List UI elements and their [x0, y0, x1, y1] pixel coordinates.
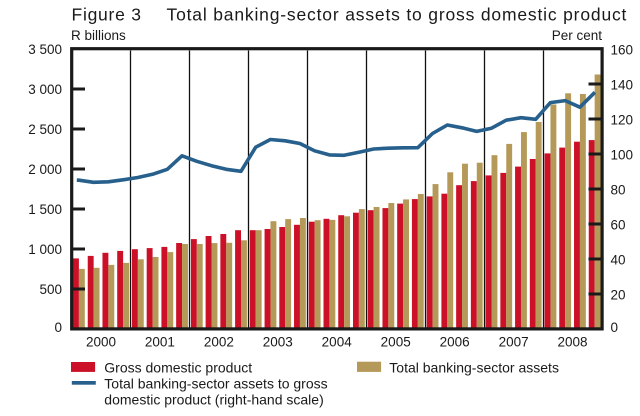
svg-text:80: 80	[611, 183, 626, 198]
svg-text:2008: 2008	[557, 334, 587, 349]
svg-text:Total banking-sector assets to: Total banking-sector assets to gross	[104, 376, 327, 392]
svg-text:2005: 2005	[381, 334, 411, 349]
svg-text:Per cent: Per cent	[552, 28, 603, 43]
svg-text:2 500: 2 500	[28, 122, 62, 137]
svg-text:0: 0	[611, 320, 619, 335]
svg-text:140: 140	[611, 78, 634, 93]
svg-text:1 500: 1 500	[28, 202, 62, 217]
svg-text:Total banking-sector assets: Total banking-sector assets	[389, 359, 559, 375]
svg-text:2003: 2003	[263, 334, 293, 349]
svg-text:2006: 2006	[440, 334, 470, 349]
svg-text:2002: 2002	[204, 334, 234, 349]
svg-text:0: 0	[54, 320, 62, 335]
svg-text:3 000: 3 000	[28, 82, 62, 97]
svg-text:2004: 2004	[322, 334, 353, 349]
svg-text:100: 100	[611, 148, 634, 163]
svg-text:1 000: 1 000	[28, 242, 62, 257]
svg-text:2007: 2007	[499, 334, 529, 349]
svg-text:Figure 3: Figure 3	[72, 5, 142, 25]
svg-text:R billions: R billions	[71, 28, 126, 43]
svg-text:40: 40	[611, 253, 626, 268]
svg-text:20: 20	[611, 288, 626, 303]
svg-text:2000: 2000	[86, 334, 116, 349]
svg-text:160: 160	[611, 43, 634, 58]
svg-text:domestic product (right-hand s: domestic product (right-hand scale)	[104, 391, 323, 407]
svg-text:60: 60	[611, 218, 626, 233]
svg-text:2 000: 2 000	[28, 162, 62, 177]
svg-text:500: 500	[39, 282, 62, 297]
svg-text:120: 120	[611, 113, 634, 128]
svg-text:Total banking-sector assets to: Total banking-sector assets to gross dom…	[167, 5, 628, 25]
svg-text:Gross domestic product: Gross domestic product	[104, 359, 252, 375]
svg-text:2001: 2001	[145, 334, 175, 349]
svg-text:3 500: 3 500	[28, 42, 62, 57]
